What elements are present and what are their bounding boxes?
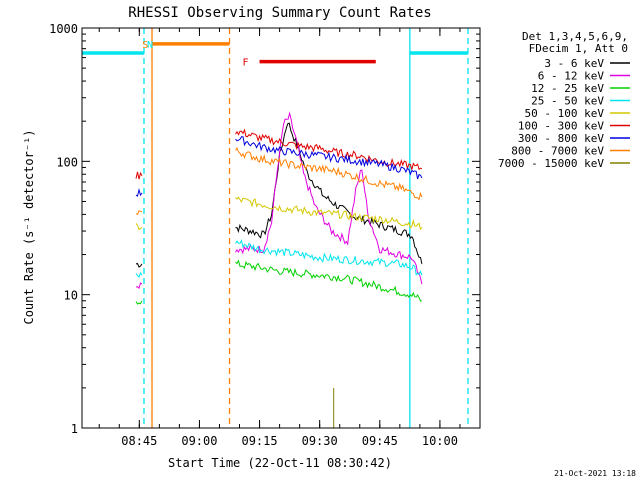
x-tick-label: 09:45: [362, 434, 398, 448]
series-line: [235, 111, 423, 285]
series-line: [235, 122, 423, 265]
x-tick-label: 09:00: [181, 434, 217, 448]
legend-entry-label: 100 - 300 keV: [518, 120, 604, 133]
x-tick-label: 10:00: [422, 434, 458, 448]
legend-entry-label: 3 - 6 keV: [544, 57, 604, 70]
series-line: [135, 282, 143, 289]
legend: Det 1,3,4,5,6,9,FDecim 1, Att 0 3 - 6 keV…: [498, 30, 630, 170]
legend-header: FDecim 1, Att 0: [529, 42, 628, 55]
series-line: [135, 271, 143, 279]
chart-title: RHESSI Observing Summary Count Rates: [128, 5, 431, 21]
series-line: [235, 259, 422, 302]
x-tick-label: 09:15: [241, 434, 277, 448]
series-line: [135, 210, 143, 216]
series-line: [235, 147, 423, 201]
legend-entry-label: 800 - 7000 keV: [511, 145, 604, 158]
series-line: [135, 171, 143, 180]
axes: 1 10 100 1000 08:45 09:00 09:15 09:30 09:45 10:00: [49, 22, 481, 448]
x-tick-label: 08:45: [121, 434, 157, 448]
y-axis-label: Count Rate (s⁻¹ detector⁻¹): [22, 129, 36, 324]
legend-header: Det 1,3,4,5,6,9,: [522, 30, 628, 43]
series-line: [235, 196, 423, 231]
y-tick-label: 1000: [49, 22, 78, 36]
legend-entry-label: 300 - 800 keV: [518, 132, 604, 145]
plot-area: SN F: [82, 28, 469, 428]
legend-entry-label: 7000 - 15000 keV: [498, 157, 604, 170]
x-axis-label: Start Time (22-Oct-11 08:30:42): [168, 456, 392, 470]
annotation-n: N: [147, 40, 153, 51]
x-tick-label: 09:30: [302, 434, 338, 448]
series-line: [135, 187, 143, 197]
series-line: [135, 223, 143, 231]
legend-entry-label: 6 - 12 keV: [538, 70, 605, 83]
plot-frame: [81, 27, 481, 429]
annotation-f: F: [243, 58, 249, 69]
legend-entry-label: 25 - 50 keV: [531, 95, 604, 108]
y-tick-label: 1: [71, 422, 78, 436]
series-line: [235, 128, 423, 171]
series-line: [235, 239, 423, 276]
legend-entry-label: 12 - 25 keV: [531, 82, 604, 95]
y-tick-label: 10: [64, 289, 78, 303]
annotation-s: S: [142, 40, 148, 51]
footer-date: 21-Oct-2021 13:18: [554, 469, 636, 478]
legend-entry-label: 50 - 100 keV: [525, 107, 605, 120]
series-line: [135, 300, 143, 305]
series-line: [235, 136, 423, 180]
series-line: [135, 262, 143, 268]
y-tick-label: 100: [56, 155, 78, 169]
